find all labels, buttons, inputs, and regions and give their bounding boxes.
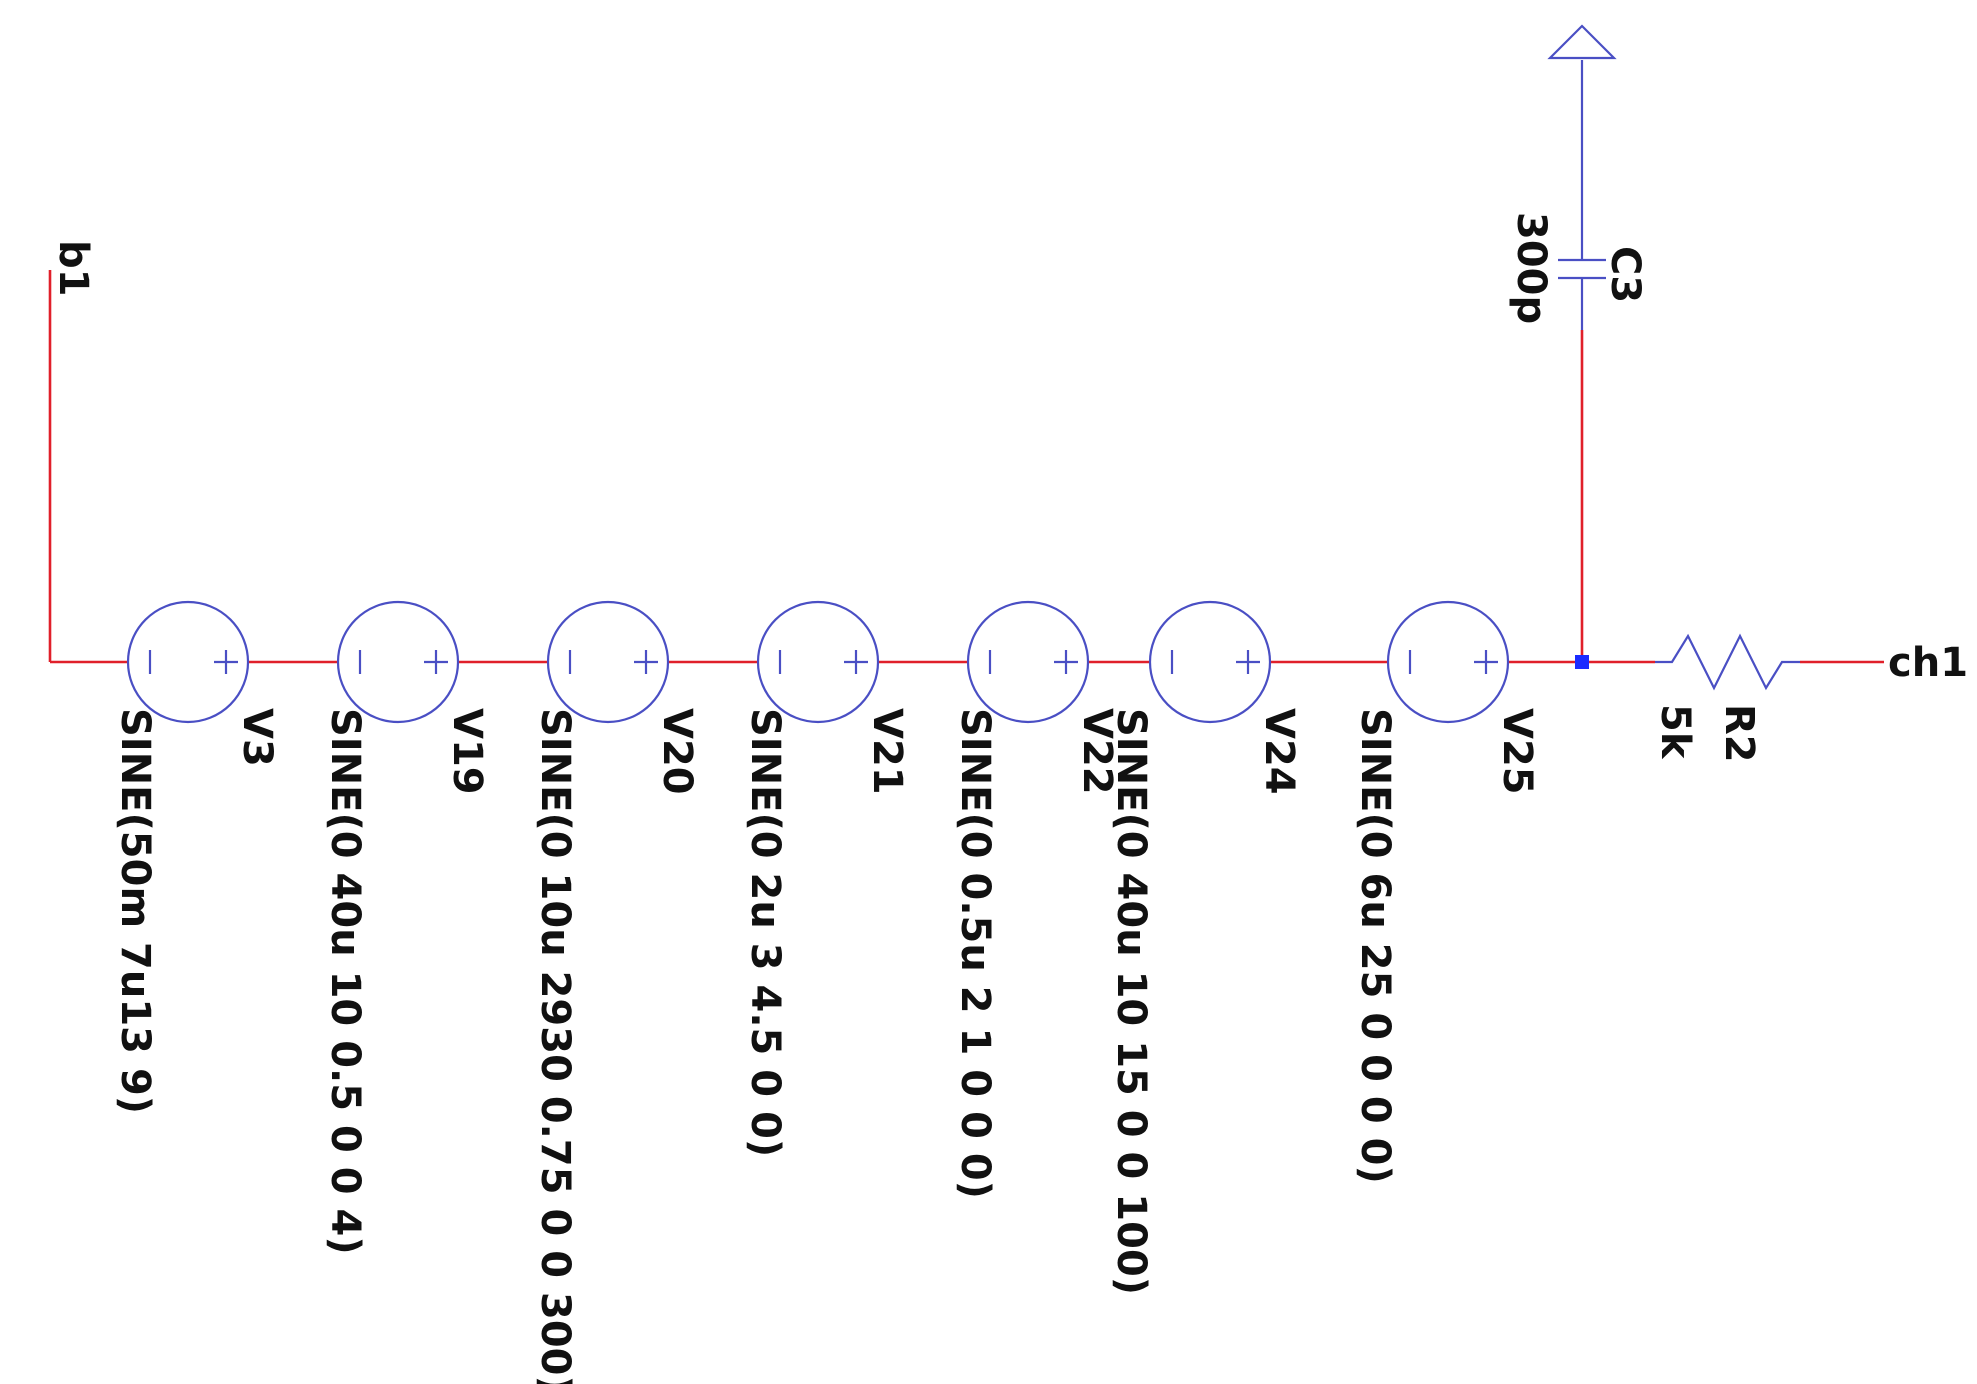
source-v19-value-label: SINE(0 40u 10 0.5 0 0 4)	[322, 708, 368, 1255]
source-v21-value-label: SINE(0 2u 3 4.5 0 0)	[742, 708, 788, 1157]
source-v21[interactable]: V21 SINE(0 2u 3 4.5 0 0)	[742, 600, 910, 1157]
source-v22-value-label: SINE(0 0.5u 2 1 0 0 0)	[952, 708, 998, 1199]
source-v3-value-label: SINE(50m 7u13 9)	[112, 708, 158, 1114]
source-v20-value-label: SINE(0 10u 2930 0.75 0 0 300)	[532, 708, 578, 1384]
source-v3-ref-label: V3	[234, 708, 280, 767]
resistor-r2-value-label: 5k	[1652, 704, 1698, 760]
source-v22[interactable]: V22 SINE(0 0.5u 2 1 0 0 0)	[952, 600, 1120, 1199]
source-v25-ref-label: V25	[1494, 708, 1540, 795]
source-v24-circle	[1148, 600, 1272, 724]
source-v20-circle	[546, 600, 670, 724]
ground-triangle	[1547, 24, 1617, 60]
ch1-net-label: ch1	[1888, 640, 1968, 686]
source-v3-circle	[126, 600, 250, 724]
source-v24[interactable]: V24 SINE(0 40u 10 15 0 0 100)	[1108, 600, 1302, 1295]
source-v19-ref-label: V19	[444, 708, 490, 795]
b1-net-label: b1	[50, 240, 96, 296]
source-v22-ref-label: V22	[1074, 708, 1120, 795]
source-v21-ref-label: V21	[864, 708, 910, 795]
source-v20-ref-label: V20	[654, 708, 700, 795]
source-v20[interactable]: V20 SINE(0 10u 2930 0.75 0 0 300)	[532, 600, 700, 1384]
capacitor-c3[interactable]: C3 300p	[1508, 210, 1648, 330]
source-v25[interactable]: V25 SINE(0 6u 25 0 0 0 0)	[1352, 600, 1540, 1184]
junction-node	[1575, 655, 1589, 669]
source-v25-circle	[1386, 600, 1510, 724]
ground-icon	[1547, 24, 1617, 210]
source-v19-circle	[336, 600, 460, 724]
resistor-r2-zigzag	[1655, 633, 1800, 691]
resistor-r2-ref-label: R2	[1716, 704, 1762, 763]
source-v21-circle	[756, 600, 880, 724]
capacitor-c3-ref-label: C3	[1602, 246, 1648, 303]
source-v24-value-label: SINE(0 40u 10 15 0 0 100)	[1108, 708, 1154, 1295]
source-v25-value-label: SINE(0 6u 25 0 0 0 0)	[1352, 708, 1398, 1184]
source-v19[interactable]: V19 SINE(0 40u 10 0.5 0 0 4)	[322, 600, 490, 1255]
source-v3[interactable]: V3 SINE(50m 7u13 9)	[112, 600, 280, 1114]
source-v22-circle	[966, 600, 1090, 724]
capacitor-c3-value-label: 300p	[1508, 212, 1554, 324]
resistor-r2[interactable]: R2 5k	[1652, 633, 1800, 763]
source-v24-ref-label: V24	[1256, 708, 1302, 795]
